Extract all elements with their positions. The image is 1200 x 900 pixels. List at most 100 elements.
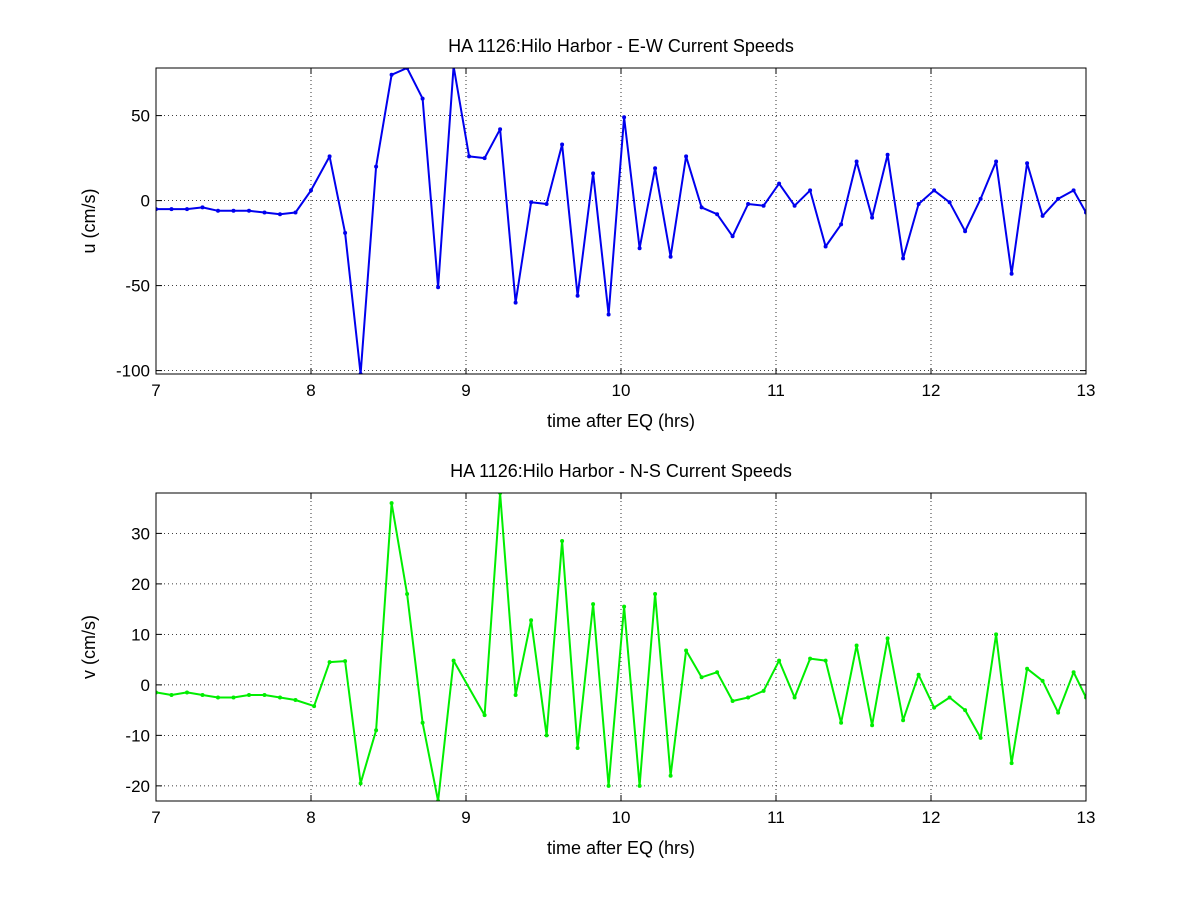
data-point <box>560 538 565 543</box>
y-axis-label: v (cm/s) <box>79 615 99 679</box>
y-tick-label: -10 <box>125 726 150 745</box>
chart-title: HA 1126:Hilo Harbor - N-S Current Speeds <box>450 461 792 481</box>
x-tick-label: 11 <box>767 381 785 400</box>
data-point <box>1025 666 1030 671</box>
data-point <box>978 196 983 201</box>
data-point <box>994 632 999 637</box>
ew-current-panel: 7 8 9 10 11 12 13 -100 -50 0 50 HA 1126:Hilo Harbo… <box>79 36 1095 431</box>
data-point <box>699 675 704 680</box>
data-point <box>668 773 673 778</box>
data-point <box>544 202 549 206</box>
data-point <box>293 698 298 703</box>
data-point <box>343 230 348 235</box>
data-point <box>854 159 859 164</box>
y-tick-label: -100 <box>116 362 150 381</box>
data-point <box>278 212 282 217</box>
data-point <box>247 692 251 697</box>
data-point <box>746 202 751 206</box>
data-point <box>358 781 363 786</box>
data-point <box>901 256 906 261</box>
data-point <box>216 208 220 213</box>
data-point <box>730 699 735 704</box>
data-point <box>200 205 205 210</box>
ticks: 7 8 9 10 11 12 13 -100 -50 0 50 <box>116 68 1095 400</box>
data-point <box>1071 670 1076 675</box>
data-point <box>777 658 782 663</box>
data-point <box>901 718 906 723</box>
data-point <box>575 745 580 750</box>
data-point <box>420 96 425 101</box>
data-point <box>684 648 689 653</box>
data-point <box>560 142 565 147</box>
data-point <box>482 156 487 161</box>
data-point <box>808 656 813 661</box>
y-tick-label: -50 <box>125 277 150 296</box>
data-point <box>885 636 890 641</box>
data-point <box>185 690 189 695</box>
data-point <box>653 591 658 596</box>
data-point <box>761 203 766 208</box>
x-tick-label: 8 <box>306 381 315 400</box>
data-point <box>1040 213 1045 218</box>
data-point <box>575 293 580 298</box>
data-point <box>309 188 313 193</box>
data-point <box>544 733 549 738</box>
data-point <box>870 723 875 728</box>
x-tick-label: 10 <box>612 381 631 400</box>
data-point <box>947 695 952 700</box>
data-point <box>963 708 968 713</box>
data-point <box>327 660 332 665</box>
data-point <box>343 659 348 664</box>
data-point <box>467 154 472 159</box>
data-point <box>715 670 720 675</box>
data-point <box>978 735 983 740</box>
data-point <box>746 695 751 700</box>
x-tick-label: 8 <box>306 808 315 827</box>
data-point <box>668 254 673 259</box>
data-point <box>169 692 174 697</box>
data-point <box>1071 188 1076 193</box>
data-point <box>185 207 189 212</box>
x-tick-label: 13 <box>1077 808 1096 827</box>
data-point <box>994 159 999 164</box>
data-point <box>293 210 298 215</box>
data-point <box>591 602 596 607</box>
x-axis-label: time after EQ (hrs) <box>547 411 695 431</box>
data-point <box>312 704 317 709</box>
data-point <box>529 618 534 623</box>
data-point <box>231 695 236 700</box>
data-point <box>916 672 921 677</box>
data-point <box>1040 678 1045 683</box>
data-point <box>374 728 379 733</box>
data-point <box>200 692 205 697</box>
data-point <box>591 171 596 176</box>
series-layer <box>156 68 1086 374</box>
series-line <box>156 493 1086 801</box>
x-tick-label: 12 <box>922 381 941 400</box>
data-point <box>823 658 828 663</box>
data-point <box>823 244 828 249</box>
data-point <box>870 215 875 220</box>
series-layer <box>156 493 1086 801</box>
data-point <box>529 200 534 205</box>
x-axis-label: time after EQ (hrs) <box>547 838 695 858</box>
data-point <box>792 695 797 700</box>
data-point <box>932 188 937 193</box>
data-point <box>808 188 813 193</box>
data-point <box>854 643 859 648</box>
x-tick-label: 7 <box>151 808 160 827</box>
y-tick-label: 0 <box>141 192 150 211</box>
data-point <box>451 658 456 663</box>
data-point <box>247 208 251 213</box>
data-point <box>761 688 766 693</box>
y-axis-label: u (cm/s) <box>79 189 99 254</box>
y-tick-label: 20 <box>131 575 150 594</box>
chart-title: HA 1126:Hilo Harbor - E-W Current Speeds <box>448 36 794 56</box>
x-tick-label: 10 <box>612 808 631 827</box>
y-tick-label: -20 <box>125 777 150 796</box>
data-point <box>169 207 174 212</box>
data-point <box>498 127 503 132</box>
data-point <box>231 208 236 213</box>
data-point <box>389 501 394 506</box>
